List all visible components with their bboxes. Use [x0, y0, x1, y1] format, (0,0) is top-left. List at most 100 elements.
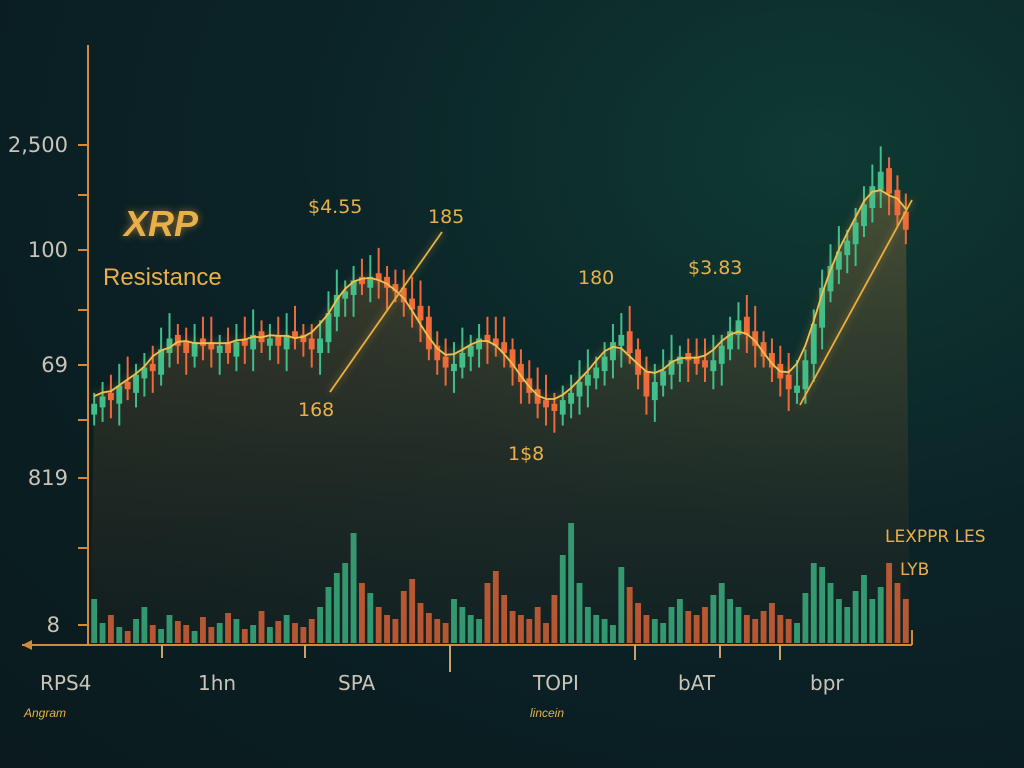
- candle-body: [191, 342, 198, 357]
- volume-bar: [710, 595, 717, 643]
- volume-bar: [702, 607, 708, 643]
- chart-subtitle: Resistance: [103, 264, 222, 291]
- candle-body: [467, 345, 474, 357]
- y-tick-labels: 2,500 100 69 819 8: [8, 133, 68, 637]
- candle-body: [367, 276, 374, 288]
- volume-bar: [233, 619, 240, 643]
- candle-body: [685, 353, 692, 361]
- candle-body: [785, 374, 792, 390]
- volume-bar: [325, 587, 332, 643]
- candle-body: [601, 356, 608, 372]
- candle-body: [417, 305, 424, 321]
- candle-body: [802, 360, 809, 390]
- volume-bar: [743, 615, 750, 643]
- candle-body: [576, 382, 583, 397]
- volume-bar: [802, 593, 809, 643]
- volume-bar: [886, 563, 893, 643]
- volume-bar: [543, 623, 549, 643]
- candle-body: [852, 222, 859, 245]
- volume-bar: [451, 599, 457, 643]
- candle-body: [233, 342, 240, 357]
- candle-body: [166, 338, 173, 353]
- candle-body: [459, 353, 466, 368]
- candle-body: [275, 334, 282, 346]
- volume-bar: [417, 603, 424, 643]
- volume-bar: [668, 607, 675, 643]
- candle-body: [292, 331, 298, 339]
- annotation-label: $3.83: [688, 257, 742, 279]
- candle-body: [534, 389, 541, 404]
- candle-body: [116, 385, 123, 404]
- volume-bar: [484, 583, 491, 643]
- y-tick-label: 2,500: [8, 133, 68, 157]
- candle-body: [635, 349, 641, 375]
- volume-bar: [718, 583, 725, 643]
- volume-bar: [852, 591, 859, 643]
- x-tick-label: bAT: [678, 671, 716, 695]
- candle-body: [618, 334, 625, 346]
- candle-body: [693, 356, 700, 364]
- x-ticks: [161, 645, 781, 672]
- annotation-label: 185: [428, 206, 464, 228]
- volume-bar: [107, 615, 114, 643]
- volume-bar: [769, 603, 775, 643]
- volume-bar: [902, 599, 909, 643]
- legend-entry: LEXPPR LES: [885, 527, 986, 547]
- candle-body: [568, 392, 575, 404]
- volume-bar: [651, 619, 658, 643]
- candle-body: [476, 338, 483, 350]
- volume-bar: [501, 595, 508, 643]
- volume-bar: [124, 631, 131, 643]
- trend-line-right: [799, 199, 913, 406]
- volume-bar: [225, 613, 231, 643]
- candle-body: [392, 284, 399, 292]
- candle-body: [133, 374, 139, 393]
- candle-body: [819, 287, 826, 328]
- volume-bar: [359, 583, 365, 643]
- volume-bar: [819, 567, 826, 643]
- volume-bar: [861, 575, 867, 643]
- candle-body: [559, 400, 566, 415]
- volume-bar: [409, 579, 416, 643]
- volume-bar: [777, 615, 784, 643]
- volume-bar: [844, 607, 851, 643]
- candle-body: [844, 240, 851, 256]
- candle-body: [317, 338, 324, 353]
- x-tick-label: TOPI: [532, 671, 579, 695]
- candle-body: [877, 171, 884, 190]
- candle-body: [107, 392, 114, 401]
- volume-bar: [476, 619, 483, 643]
- candle-body: [208, 342, 215, 350]
- volume-bar: [827, 583, 834, 643]
- volume-bar: [116, 627, 123, 643]
- price-area-fill: [90, 190, 910, 645]
- volume-bar: [509, 611, 516, 643]
- volume-bar: [735, 607, 742, 643]
- annotation-label: $4.55: [308, 196, 362, 218]
- candle-body: [610, 342, 616, 361]
- volume-bar: [660, 623, 667, 643]
- candle-body: [409, 298, 416, 310]
- candle-body: [760, 342, 767, 357]
- legend: LEXPPR LES LYB: [885, 527, 986, 580]
- volume-bar: [676, 599, 683, 643]
- candle-body: [359, 276, 365, 285]
- y-tick-label: 8: [47, 613, 60, 637]
- candle-body: [894, 189, 901, 216]
- candle-body: [425, 316, 432, 350]
- volume-bar: [618, 567, 625, 643]
- candle-body: [149, 363, 156, 372]
- volume-bar: [275, 621, 282, 643]
- volume-bar: [392, 619, 399, 643]
- candle-body: [727, 331, 734, 350]
- volume-bar: [166, 615, 173, 643]
- volume-bar: [643, 615, 650, 643]
- volume-bars: [91, 523, 909, 643]
- volume-bar: [183, 625, 190, 643]
- candle-body: [543, 400, 549, 408]
- x-tick-label: bpr: [810, 671, 844, 695]
- y-tick-label: 69: [41, 353, 68, 377]
- volume-bar: [400, 591, 407, 643]
- candle-body: [668, 360, 675, 375]
- x-sub-label: Angram: [23, 706, 66, 720]
